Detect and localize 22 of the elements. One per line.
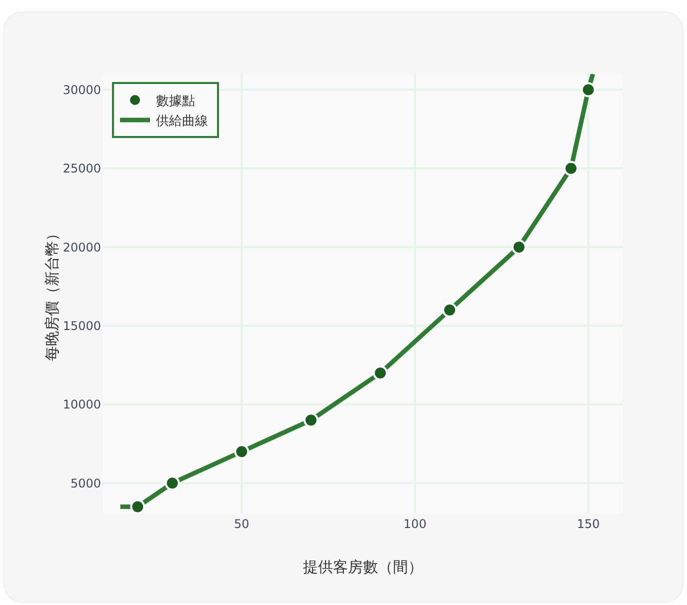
point [130,499,146,514]
y-tick-label: 25000 [62,162,101,176]
point [304,412,318,428]
x-tick-label: 100 [404,517,426,531]
point [442,302,458,318]
y-tick-label: 5000 [70,476,101,490]
x-tick-label: 50 [234,517,250,531]
y-tick-label: 15000 [62,319,101,334]
legend-label: 供給曲線 [156,114,208,129]
point [512,240,526,255]
y-axis-title: 每晚房價（新台幣） [43,226,61,361]
point [164,476,180,491]
point [372,365,388,380]
point [564,160,578,176]
y-tick-label: 30000 [62,83,101,98]
legend-label: 數據點 [156,94,195,109]
point [234,444,250,460]
x-tick-label: 150 [576,517,600,531]
y-tick-label: 10000 [62,398,101,412]
point [580,82,596,98]
y-tick-label: 20000 [62,240,101,254]
x-axis-title: 提供客房數（間） [303,558,423,576]
